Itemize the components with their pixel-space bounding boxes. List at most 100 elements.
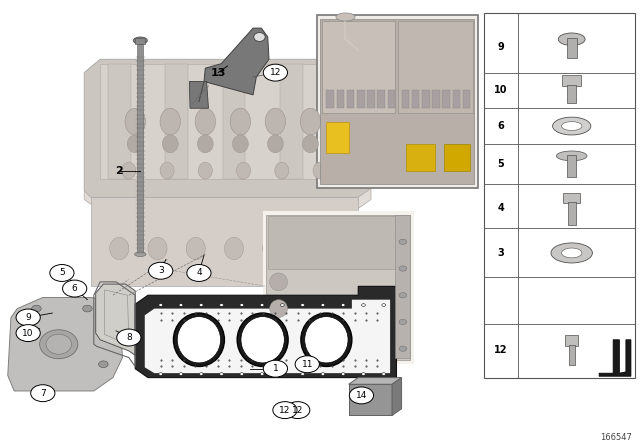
Polygon shape <box>100 64 358 180</box>
Ellipse shape <box>220 373 223 375</box>
Text: 4: 4 <box>196 268 202 277</box>
Ellipse shape <box>399 266 406 271</box>
Circle shape <box>187 264 211 281</box>
Text: 11: 11 <box>301 360 313 369</box>
Ellipse shape <box>275 162 289 179</box>
Ellipse shape <box>99 361 108 368</box>
Ellipse shape <box>133 37 147 44</box>
Ellipse shape <box>199 373 203 375</box>
Circle shape <box>148 262 173 279</box>
Ellipse shape <box>125 108 145 135</box>
Bar <box>563 193 580 203</box>
Bar <box>562 75 581 86</box>
Polygon shape <box>305 351 326 369</box>
Bar <box>567 85 576 103</box>
Ellipse shape <box>321 373 325 375</box>
Text: 7: 7 <box>40 389 45 398</box>
Text: 6: 6 <box>72 284 77 293</box>
Polygon shape <box>91 197 358 286</box>
Polygon shape <box>135 286 396 378</box>
Bar <box>568 202 575 225</box>
Text: 14: 14 <box>356 391 367 400</box>
Bar <box>568 345 575 365</box>
Ellipse shape <box>230 108 250 135</box>
Ellipse shape <box>225 237 244 260</box>
Bar <box>357 90 365 108</box>
Ellipse shape <box>220 304 223 306</box>
Ellipse shape <box>262 237 282 260</box>
Ellipse shape <box>280 304 284 306</box>
Ellipse shape <box>46 334 72 354</box>
Bar <box>280 64 303 180</box>
Bar <box>135 39 145 44</box>
Polygon shape <box>444 144 470 171</box>
Ellipse shape <box>341 373 345 375</box>
Ellipse shape <box>260 304 264 306</box>
Text: 10: 10 <box>494 86 508 95</box>
Ellipse shape <box>339 237 358 260</box>
Ellipse shape <box>253 33 265 42</box>
Ellipse shape <box>551 243 593 263</box>
Bar <box>463 90 470 108</box>
Polygon shape <box>8 297 122 391</box>
Bar <box>566 39 577 58</box>
Polygon shape <box>395 215 410 358</box>
Ellipse shape <box>303 135 319 153</box>
Ellipse shape <box>341 304 345 306</box>
Bar <box>401 90 409 108</box>
Bar <box>137 42 143 255</box>
Bar <box>565 335 578 346</box>
Ellipse shape <box>305 317 348 363</box>
Bar <box>567 155 576 177</box>
Ellipse shape <box>127 135 143 153</box>
Text: 12: 12 <box>292 405 303 414</box>
Bar <box>337 90 344 108</box>
Bar <box>317 15 478 188</box>
Bar <box>484 13 636 378</box>
Ellipse shape <box>561 248 582 258</box>
Ellipse shape <box>269 300 287 318</box>
Circle shape <box>31 385 55 402</box>
Ellipse shape <box>179 373 183 375</box>
Circle shape <box>63 280 87 297</box>
Ellipse shape <box>31 305 41 312</box>
Circle shape <box>116 329 141 346</box>
Ellipse shape <box>237 162 250 179</box>
Ellipse shape <box>336 13 355 21</box>
Text: 5: 5 <box>59 268 65 277</box>
Ellipse shape <box>362 373 365 375</box>
Circle shape <box>263 64 287 81</box>
Ellipse shape <box>40 330 78 359</box>
Ellipse shape <box>177 317 221 363</box>
Ellipse shape <box>280 373 284 375</box>
Ellipse shape <box>399 319 406 325</box>
Text: 10: 10 <box>22 328 34 338</box>
Text: 6: 6 <box>497 121 504 131</box>
Bar <box>412 90 419 108</box>
Ellipse shape <box>269 273 287 291</box>
Ellipse shape <box>237 313 288 366</box>
Ellipse shape <box>382 304 386 306</box>
Ellipse shape <box>265 108 285 135</box>
Ellipse shape <box>109 237 129 260</box>
Ellipse shape <box>163 135 178 153</box>
Text: 12: 12 <box>494 345 508 354</box>
Polygon shape <box>96 284 135 355</box>
Bar <box>442 90 450 108</box>
Polygon shape <box>84 59 371 211</box>
Ellipse shape <box>399 346 406 351</box>
Ellipse shape <box>83 305 92 312</box>
Ellipse shape <box>362 304 365 306</box>
Bar <box>347 90 355 108</box>
Text: 1: 1 <box>273 364 278 373</box>
Ellipse shape <box>301 373 305 375</box>
Ellipse shape <box>186 237 205 260</box>
Text: 8: 8 <box>126 333 132 342</box>
Ellipse shape <box>345 162 359 179</box>
Polygon shape <box>320 19 474 184</box>
Ellipse shape <box>301 313 352 366</box>
Text: 13: 13 <box>211 68 226 78</box>
Text: 12: 12 <box>279 405 291 414</box>
Circle shape <box>295 356 319 373</box>
Polygon shape <box>189 82 209 108</box>
